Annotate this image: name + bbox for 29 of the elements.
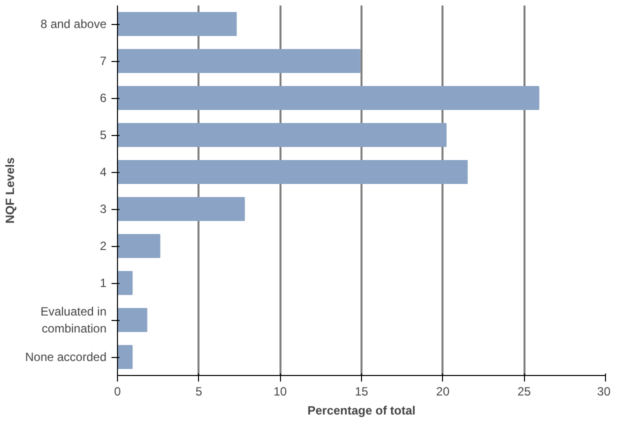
y-axis-title: NQF Levels [3, 157, 18, 224]
bar [118, 345, 133, 369]
bar [118, 12, 237, 36]
bar [118, 271, 133, 295]
y-tick-label: Evaluated in combination [40, 304, 107, 336]
x-tick-label: 20 [436, 384, 450, 398]
x-tick-label: 0 [114, 384, 122, 398]
bar [118, 234, 160, 258]
x-tick-label: 25 [517, 384, 532, 398]
x-axis-title: Percentage of total [307, 404, 416, 418]
bar [118, 86, 540, 110]
y-tick-label: 7 [100, 54, 107, 68]
bar [118, 308, 148, 332]
y-tick-label: 8 and above [40, 17, 107, 31]
y-tick-label: 4 [100, 165, 107, 179]
y-tick-label: 3 [100, 202, 107, 216]
y-tick-label: 5 [100, 128, 107, 142]
x-tick-label: 30 [597, 384, 611, 398]
x-tick-label: 5 [195, 384, 202, 398]
bar [118, 49, 360, 73]
y-tick-label: 2 [100, 239, 107, 253]
bar [118, 197, 245, 221]
y-tick-label: 1 [100, 276, 107, 290]
bar [118, 123, 447, 147]
x-tick-label: 10 [273, 384, 288, 398]
y-tick-label: None accorded [25, 350, 107, 364]
x-tick-label: 15 [354, 384, 368, 398]
y-tick-label: 6 [100, 91, 107, 105]
bar [118, 160, 468, 184]
